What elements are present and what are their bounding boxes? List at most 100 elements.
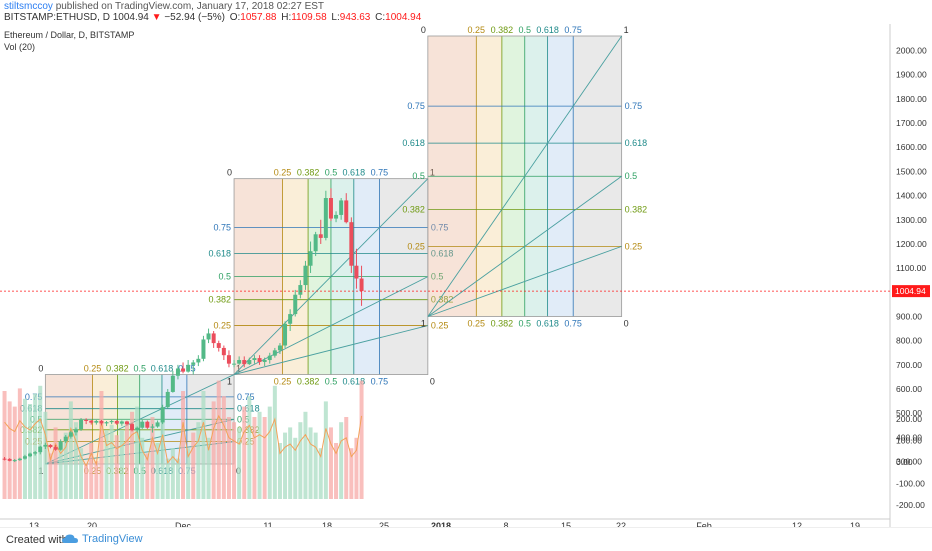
price-tick-label: 2000.00: [896, 46, 927, 56]
tradingview-logo[interactable]: TradingView: [62, 533, 143, 545]
volume-bar: [43, 411, 48, 499]
down-arrow-icon: ▼: [151, 12, 162, 23]
fib-level-label: 0.75: [214, 223, 232, 233]
current-price-label: 1004.94: [895, 286, 926, 296]
fib-level-label: 0.5: [518, 25, 531, 35]
fib-level-label: 0.5: [431, 272, 444, 282]
high-label: H:: [281, 12, 292, 23]
time-tick-label: Feb: [696, 521, 712, 527]
publish-info: published on TradingView.com, January 17…: [55, 1, 325, 12]
author-link[interactable]: stiltsmccoy: [4, 1, 53, 12]
candle-body: [221, 347, 226, 356]
candle-body: [165, 391, 170, 408]
volume-bar: [339, 422, 344, 499]
fib-level-label: 0.25: [431, 321, 449, 331]
candles: [2, 188, 364, 463]
cloud-icon: [62, 534, 78, 543]
candle-body: [323, 198, 328, 238]
candle-body: [344, 200, 349, 223]
volume-bar: [283, 432, 288, 499]
volume-ma-line: [4, 414, 363, 468]
fib-level-label: 0.75: [431, 223, 449, 233]
candle-body: [191, 362, 196, 365]
fib-end-label: 0: [430, 377, 435, 387]
volume-bar: [318, 448, 323, 499]
fib-level-label: 0.5: [412, 171, 425, 181]
price-tick-label: 1200.00: [896, 239, 927, 249]
price-tick-label: 1100.00: [896, 263, 926, 273]
candle-body: [196, 358, 201, 363]
candle-body: [339, 200, 344, 215]
candle-body: [2, 458, 7, 460]
candle-body: [216, 343, 221, 348]
fib-level-label: 0.5: [625, 171, 638, 181]
volume-bar: [94, 461, 99, 499]
volume-bar: [170, 448, 175, 499]
fib-level-label: 0.382: [106, 364, 129, 374]
candle-body: [318, 234, 323, 238]
current-price-tag: [892, 285, 930, 298]
fib-level-label: 0.618: [209, 248, 232, 258]
candle-body: [232, 363, 237, 365]
fib-fan-line: [233, 325, 428, 375]
fib-level-label: 0.25: [468, 318, 486, 328]
fib-level-label: 0.25: [274, 377, 292, 387]
fib-level-label: 0.25: [407, 241, 425, 251]
candle-body: [109, 420, 114, 423]
candle-body: [206, 333, 211, 340]
fib-level-label: 0.5: [518, 318, 531, 328]
volume-bar: [2, 391, 7, 499]
fib-level-label: 0.618: [625, 138, 648, 148]
fib-end-label: 1: [236, 364, 241, 374]
candle-body: [150, 426, 155, 428]
fib-level-label: 0.382: [297, 377, 320, 387]
candle-body: [237, 360, 242, 364]
candle-body: [201, 339, 206, 359]
fib-end-label: 0: [421, 25, 426, 35]
candle-body: [58, 441, 63, 450]
volume-bar: [99, 391, 104, 499]
candle-body: [17, 458, 22, 461]
candle-body: [252, 358, 257, 361]
candle-body: [277, 345, 282, 351]
time-tick-label: 25: [379, 521, 389, 527]
fib-level-label: 0.5: [325, 168, 338, 178]
candle-body: [114, 420, 119, 424]
fib-level-label: 0.382: [431, 295, 454, 305]
candle-body: [186, 364, 191, 372]
volume-bar: [145, 453, 150, 499]
volume-bar: [63, 432, 68, 499]
fib-fan-line: [427, 175, 622, 317]
candle-body: [303, 265, 308, 286]
volume-bar: [277, 443, 282, 499]
candle-body: [288, 314, 293, 324]
price-tick-label: 1500.00: [896, 166, 927, 176]
fib-level-label: 0.382: [297, 168, 320, 178]
fib-level-label: 0.382: [209, 295, 232, 305]
candle-body: [73, 429, 78, 433]
fib-level-label: 0.75: [407, 101, 425, 111]
fib-level-label: 0.382: [625, 204, 648, 214]
volume-bar: [186, 448, 191, 499]
candle-body: [267, 355, 272, 361]
candle-body: [160, 407, 165, 423]
candle-body: [104, 422, 109, 424]
candle-body: [257, 358, 262, 362]
time-tick-label: 8: [503, 521, 508, 527]
candle-body: [140, 421, 145, 428]
price-tick-label: 800.00: [896, 336, 922, 346]
time-tick-label: 2018: [431, 521, 451, 527]
volume-bar: [181, 391, 186, 499]
symbol: BITSTAMP:ETHUSD, D: [4, 12, 110, 23]
volume-bar: [140, 437, 145, 499]
fib-end-label: 1: [227, 377, 232, 387]
open-value: 1057.88: [240, 12, 277, 23]
candle-body: [119, 421, 124, 424]
candle-body: [354, 265, 359, 279]
fib-end-label: 0: [624, 318, 629, 328]
candle-body: [7, 458, 12, 461]
price-chart[interactable]: 0.25 0.25 0.25 0.25 0.382 0.382 0.382 0.382 0.5 0…: [0, 24, 932, 527]
time-tick-label: 18: [322, 521, 332, 527]
volume-bar: [323, 401, 328, 499]
volume-bar: [79, 448, 84, 499]
